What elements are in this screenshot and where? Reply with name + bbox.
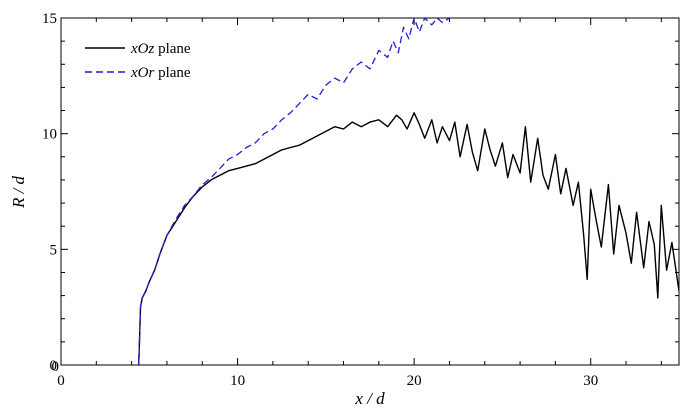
y-axis-title: R / d — [9, 175, 28, 209]
series-line-xor — [138, 18, 450, 365]
y-tick-label: 15 — [42, 11, 57, 27]
legend-label-italic: xOr — [130, 65, 154, 81]
x-tick-label: 0 — [57, 373, 65, 389]
legend-label-italic: xOz — [130, 41, 154, 57]
series-layer — [138, 18, 679, 365]
legend-label: xOr plane — [130, 65, 191, 81]
series-line-xoz — [138, 112, 679, 365]
legend-label-rest: plane — [154, 41, 191, 57]
x-axis-title: x / d — [354, 389, 385, 408]
plot-frame — [60, 17, 680, 366]
x-tick-label: 20 — [407, 373, 422, 389]
y-tick-label: 10 — [42, 127, 57, 143]
axis-ticks — [60, 17, 679, 366]
legend-label: xOz plane — [130, 41, 191, 57]
x-tick-label: 10 — [230, 373, 245, 389]
y-tick-label: 5 — [50, 242, 58, 258]
x-origin-tick-label: 0 — [52, 359, 60, 375]
x-tick-label: 30 — [583, 373, 598, 389]
y-tick-label: 0 — [50, 358, 58, 374]
legend-label-rest: plane — [154, 65, 191, 81]
